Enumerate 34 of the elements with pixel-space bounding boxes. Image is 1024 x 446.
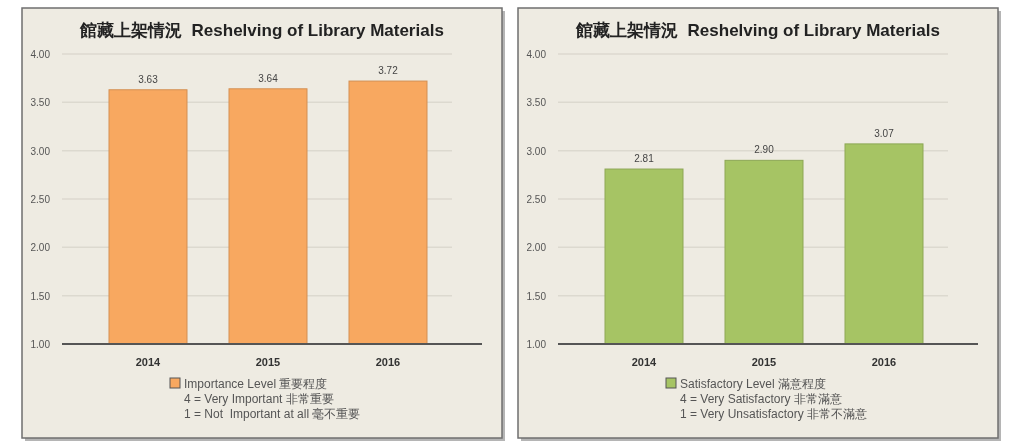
annotation: 4 = Very Satisfactory 非常滿意	[680, 392, 842, 406]
data-label: 2.81	[634, 153, 654, 165]
data-label: 3.07	[874, 127, 894, 139]
legend-label: Satisfactory Level 滿意程度	[680, 377, 827, 391]
chart-title: 館藏上架情況 Reshelving of Library Materials	[80, 21, 444, 40]
y-tick-label: 4.00	[526, 49, 546, 60]
x-tick-label: 2014	[135, 356, 161, 368]
annotation: 1 = Very Unsatisfactory 非常不滿意	[680, 407, 868, 421]
x-tick-label: 2016	[871, 356, 897, 368]
x-tick-label: 2015	[751, 356, 777, 368]
y-tick-label: 3.00	[30, 145, 50, 157]
y-tick-label: 2.50	[30, 194, 50, 205]
y-tick-label: 1.50	[30, 290, 50, 302]
x-tick-label: 2016	[375, 356, 401, 368]
y-tick-label: 3.50	[526, 97, 546, 109]
chart-title: 館藏上架情況 Reshelving of Library Materials	[576, 21, 940, 40]
x-tick-label: 2014	[631, 356, 657, 368]
y-tick-label: 2.00	[30, 242, 50, 254]
x-tick-label: 2015	[255, 356, 281, 368]
data-label: 2.90	[754, 144, 774, 156]
y-tick-label: 2.50	[526, 194, 546, 205]
y-tick-label: 4.00	[30, 49, 50, 60]
legend-label: Importance Level 重要程度	[184, 377, 328, 391]
data-label: 3.64	[258, 72, 278, 84]
data-label: 3.72	[378, 65, 398, 77]
annotation: 4 = Very Important 非常重要	[184, 392, 334, 406]
y-tick-label: 1.50	[526, 290, 546, 302]
annotation: 1 = Not Important at all 毫不重要	[184, 407, 361, 421]
y-tick-label: 2.00	[526, 242, 546, 254]
data-label: 3.63	[138, 73, 158, 85]
y-tick-label: 3.50	[30, 97, 50, 109]
y-tick-label: 1.00	[526, 339, 546, 350]
y-tick-label: 3.00	[526, 145, 546, 157]
y-tick-label: 1.00	[30, 339, 50, 350]
